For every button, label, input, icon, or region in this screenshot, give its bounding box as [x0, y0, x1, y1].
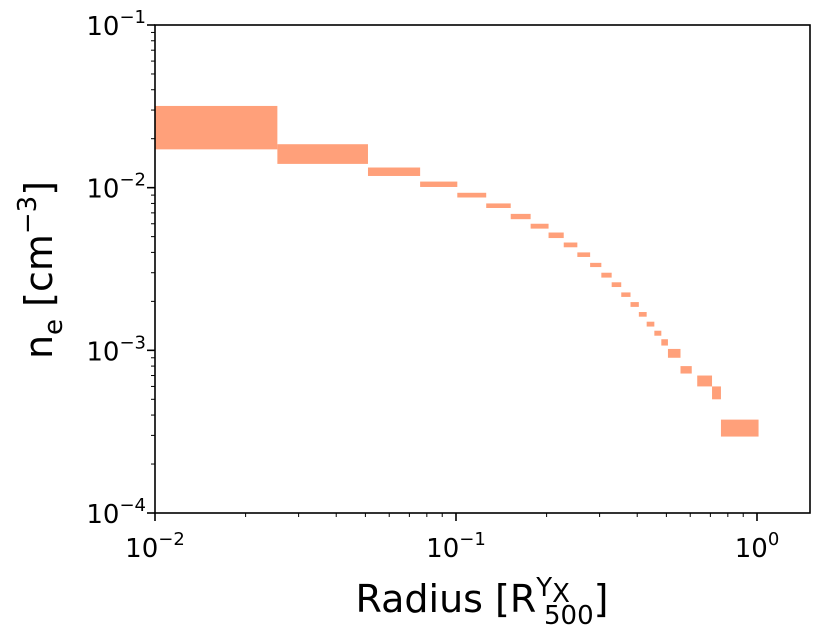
x-tick-label-0: 10−2 [125, 529, 185, 564]
bin-7 [530, 223, 549, 229]
bin-16 [638, 312, 647, 317]
bin-8 [548, 232, 564, 239]
bin-23 [712, 386, 721, 400]
x-tick-labels: 10−2 10−1 100 [125, 529, 779, 564]
y-tick-label-1: 10−3 [86, 332, 146, 367]
bin-20 [667, 348, 681, 358]
minor-ticks [151, 31, 744, 517]
bin-9 [563, 242, 578, 248]
bin-2 [367, 167, 421, 176]
y-axis-label: ne [cm−3] [13, 181, 69, 359]
bin-4 [457, 192, 487, 198]
major-ticks [147, 24, 758, 521]
bin-18 [654, 330, 662, 336]
bin-0 [155, 105, 278, 150]
y-tick-labels: 10−4 10−3 10−2 10−1 [86, 7, 146, 530]
y-tick-label-0: 10−4 [86, 495, 146, 530]
bin-24 [720, 419, 759, 437]
bin-5 [486, 203, 511, 208]
bin-1 [277, 144, 368, 164]
bin-15 [630, 302, 639, 307]
bin-17 [646, 321, 655, 327]
y-tick-label-2: 10−2 [86, 170, 146, 205]
bin-11 [590, 262, 602, 268]
bin-21 [680, 366, 692, 374]
bin-10 [577, 252, 591, 257]
bin-3 [420, 181, 458, 187]
bin-22 [697, 375, 713, 387]
bin-14 [621, 292, 631, 297]
plot-frame [154, 24, 811, 514]
bin-12 [601, 272, 612, 278]
x-tick-label-1: 10−1 [426, 529, 486, 564]
bin-19 [661, 339, 668, 346]
y-tick-label-3: 10−1 [86, 7, 146, 42]
bin-6 [510, 213, 531, 220]
x-axis-label: Radius [RYX 500] [356, 573, 609, 631]
x-tick-label-2: 100 [735, 529, 780, 564]
profile-bins [155, 105, 759, 437]
bin-13 [611, 282, 622, 288]
